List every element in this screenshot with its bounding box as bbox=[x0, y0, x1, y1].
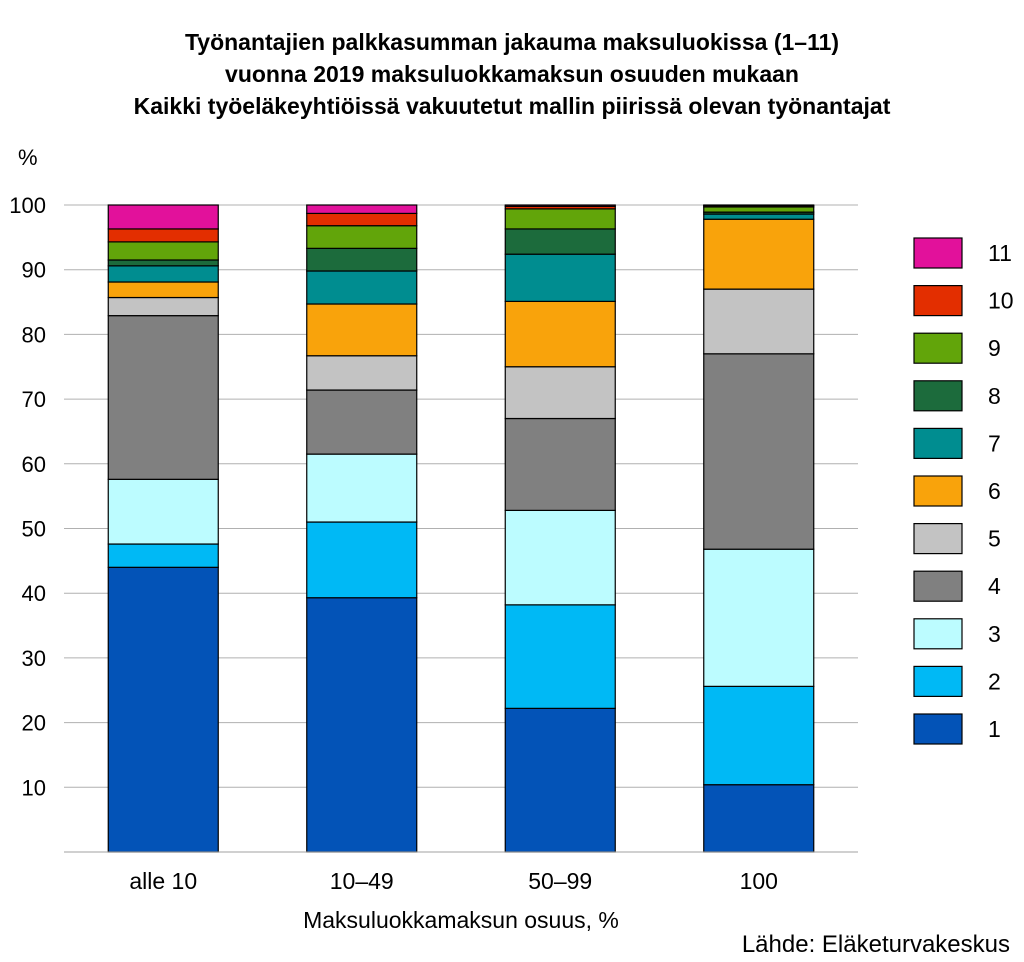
bar-segment-7-2 bbox=[306, 270, 418, 305]
bar-segment-5-4 bbox=[703, 288, 815, 355]
legend-label: 6 bbox=[988, 478, 1001, 504]
legend-swatch bbox=[913, 427, 963, 459]
x-category-label: 50–99 bbox=[528, 868, 592, 894]
bar-segment-4-3 bbox=[504, 417, 616, 511]
legend-swatch bbox=[913, 522, 963, 555]
y-tick-label: 50 bbox=[22, 517, 46, 542]
y-tick-label: 10 bbox=[22, 775, 46, 800]
x-category-label: alle 10 bbox=[129, 868, 197, 894]
bar-segment-6-1 bbox=[107, 281, 219, 299]
bar-segment-5-2 bbox=[306, 355, 418, 391]
bar-segment-6-4 bbox=[703, 218, 815, 290]
y-tick-label: 20 bbox=[22, 711, 46, 736]
legend-swatch bbox=[913, 285, 963, 317]
bar-segment-1-4 bbox=[703, 784, 815, 853]
legend-swatch bbox=[913, 665, 963, 698]
bar-segment-4-1 bbox=[107, 315, 219, 480]
bar-segment-9-2 bbox=[306, 225, 418, 249]
bar-segment-8-2 bbox=[306, 247, 418, 272]
bar-segment-11-2 bbox=[306, 204, 418, 215]
bar-segment-5-1 bbox=[107, 296, 219, 317]
y-tick-label: 60 bbox=[22, 452, 46, 477]
bar-segment-7-1 bbox=[107, 265, 219, 283]
chart-title-line-3: Kaikki työeläkeyhtiöissä vakuutetut mall… bbox=[134, 93, 891, 119]
bar-segment-2-3 bbox=[504, 604, 616, 709]
bar-segment-6-3 bbox=[504, 300, 616, 368]
bar-segment-3-2 bbox=[306, 453, 418, 523]
legend-swatch bbox=[913, 618, 963, 650]
legend-label: 7 bbox=[988, 430, 1001, 456]
bar-segment-9-3 bbox=[504, 208, 616, 230]
chart-title-line-1: Työnantajien palkkasumman jakauma maksul… bbox=[185, 29, 839, 55]
legend-label: 1 bbox=[988, 716, 1001, 742]
chart-title-line-2: vuonna 2019 maksuluokkamaksun osuuden mu… bbox=[225, 61, 799, 87]
y-tick-label: 30 bbox=[22, 646, 46, 671]
bar-segment-3-4 bbox=[703, 548, 815, 687]
bar-segment-11-4 bbox=[703, 204, 815, 207]
y-tick-label: 70 bbox=[22, 387, 46, 412]
bar-segment-2-2 bbox=[306, 521, 418, 599]
bar-segment-4-2 bbox=[306, 389, 418, 455]
legend-swatch bbox=[913, 380, 963, 412]
bar-stacks bbox=[107, 204, 815, 853]
legend: 11 10 9 8 7 6 5 4 3 2 1 bbox=[913, 237, 1014, 745]
legend-label: 10 bbox=[988, 288, 1014, 314]
bar-segment-8-1 bbox=[107, 259, 219, 267]
bar-segment-11-3 bbox=[504, 204, 616, 207]
bar-segment-3-3 bbox=[504, 509, 616, 606]
legend-label: 9 bbox=[988, 335, 1001, 361]
y-tick-label: 80 bbox=[22, 322, 46, 347]
bar-segment-1-3 bbox=[504, 707, 616, 853]
bar-segment-11-1 bbox=[107, 204, 219, 230]
bar-segment-6-2 bbox=[306, 303, 418, 357]
legend-swatch bbox=[913, 570, 963, 602]
legend-swatch bbox=[913, 713, 963, 745]
legend-swatch bbox=[913, 475, 963, 507]
y-axis-ticks: 10 20 30 40 50 60 70 80 90 100 bbox=[9, 193, 46, 800]
y-tick-label: 100 bbox=[9, 193, 46, 218]
bar-segment-7-4 bbox=[703, 213, 815, 220]
legend-label: 2 bbox=[988, 668, 1001, 694]
bar-segment-10-2 bbox=[306, 212, 418, 227]
bar-segment-1-2 bbox=[306, 597, 418, 853]
y-tick-label: 90 bbox=[22, 258, 46, 283]
x-category-label: 10–49 bbox=[330, 868, 394, 894]
y-tick-label: 40 bbox=[22, 581, 46, 606]
legend-label: 5 bbox=[988, 526, 1001, 552]
bar-segment-9-4 bbox=[703, 206, 815, 213]
legend-swatch bbox=[913, 332, 963, 364]
bar-segment-7-3 bbox=[504, 253, 616, 303]
bar-segment-2-4 bbox=[703, 685, 815, 786]
source-note: Lähde: Eläketurvakeskus bbox=[742, 931, 1010, 958]
x-axis-title: Maksuluokkamaksun osuus, % bbox=[303, 907, 619, 933]
x-axis-categories: alle 10 10–49 50–99 100 bbox=[129, 868, 778, 894]
bar-segment-1-1 bbox=[107, 566, 219, 853]
bar-segment-9-1 bbox=[107, 241, 219, 261]
y-axis-label: % bbox=[18, 145, 38, 170]
legend-label: 3 bbox=[988, 621, 1001, 647]
legend-label: 8 bbox=[988, 383, 1001, 409]
x-category-label: 100 bbox=[740, 868, 778, 894]
legend-swatch bbox=[913, 237, 963, 269]
chart-title: Työnantajien palkkasumman jakauma maksul… bbox=[134, 29, 891, 119]
legend-label: 4 bbox=[988, 573, 1001, 599]
bar-segment-8-3 bbox=[504, 228, 616, 255]
bar-segment-4-4 bbox=[703, 353, 815, 550]
bar-segment-3-1 bbox=[107, 478, 219, 545]
bar-segment-2-1 bbox=[107, 543, 219, 568]
legend-label: 11 bbox=[988, 240, 1012, 266]
bar-segment-10-1 bbox=[107, 228, 219, 243]
bar-segment-5-3 bbox=[504, 366, 616, 420]
